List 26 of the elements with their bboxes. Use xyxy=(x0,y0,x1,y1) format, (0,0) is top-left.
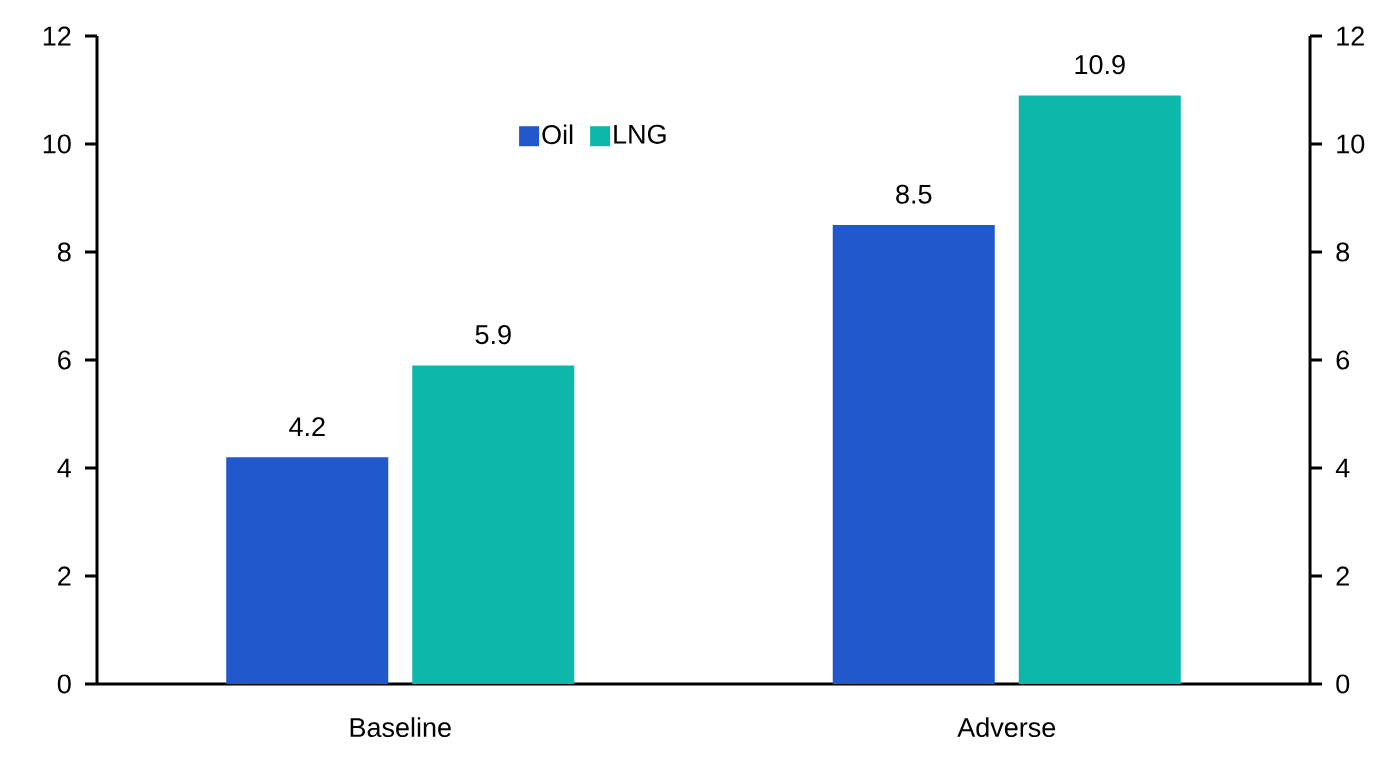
y-tick-label: 0 xyxy=(57,674,71,694)
x-tick-label: Adverse xyxy=(957,717,1056,738)
y2-tick-label: 4 xyxy=(1335,458,1350,478)
bar xyxy=(226,457,389,684)
y-tick-label: 8 xyxy=(57,242,71,262)
y2-tick-label: 12 xyxy=(1337,26,1364,46)
legend-label: Oil xyxy=(542,124,573,145)
data-label: 4.2 xyxy=(289,417,325,436)
y2-tick-label: 2 xyxy=(1336,566,1349,586)
bar xyxy=(412,365,575,684)
y2-tick-label: 6 xyxy=(1336,350,1350,370)
y2-tick-label: 0 xyxy=(1336,674,1350,694)
y2-tick-label: 10 xyxy=(1337,134,1365,154)
bar xyxy=(832,224,995,684)
y-tick-label: 12 xyxy=(43,26,71,46)
legend-label: LNG xyxy=(614,124,666,144)
x-tick-label: Baseline xyxy=(350,717,451,738)
y-tick-label: 10 xyxy=(43,134,71,154)
data-label: 5.9 xyxy=(475,325,511,345)
y2-tick-label: 8 xyxy=(1336,242,1350,262)
y-tick-label: 4 xyxy=(57,458,72,478)
bar xyxy=(1018,95,1181,684)
data-label: 8.5 xyxy=(896,184,932,204)
y-tick-label: 2 xyxy=(58,566,71,586)
y-tick-label: 6 xyxy=(58,350,71,370)
data-label: 10.9 xyxy=(1075,55,1125,75)
